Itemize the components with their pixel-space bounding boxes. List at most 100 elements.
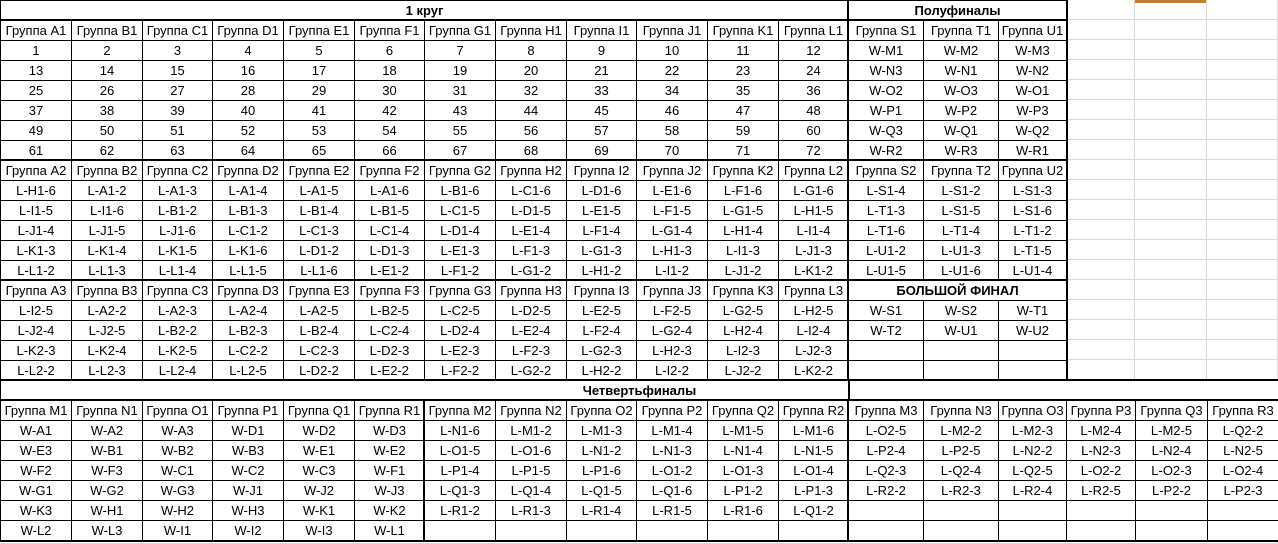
bracket-cell[interactable]: L-J1-4 bbox=[1, 221, 72, 241]
bracket-cell[interactable]: L-D2-2 bbox=[284, 361, 355, 381]
bracket-cell[interactable]: L-R2-5 bbox=[1067, 481, 1136, 501]
empty-cell[interactable] bbox=[1135, 320, 1207, 340]
empty-cell[interactable] bbox=[1135, 60, 1207, 80]
group-header-cell[interactable]: Группа U2 bbox=[999, 161, 1067, 181]
group-header-cell[interactable]: Группа A3 bbox=[1, 281, 72, 301]
bracket-cell[interactable]: W-J1 bbox=[213, 481, 284, 501]
bracket-cell[interactable] bbox=[1136, 521, 1208, 541]
bracket-cell[interactable]: L-M1-4 bbox=[637, 421, 708, 441]
group-header-cell[interactable]: Группа E2 bbox=[284, 161, 355, 181]
empty-cell[interactable] bbox=[1207, 40, 1278, 60]
bracket-cell[interactable]: L-A2-2 bbox=[72, 301, 143, 321]
bracket-cell[interactable]: W-K2 bbox=[355, 501, 425, 521]
bracket-cell[interactable]: W-H1 bbox=[72, 501, 143, 521]
empty-cell[interactable] bbox=[1066, 340, 1135, 360]
empty-cell[interactable] bbox=[1135, 80, 1207, 100]
bracket-cell[interactable]: 31 bbox=[425, 81, 496, 101]
bracket-cell[interactable]: L-Q2-2 bbox=[1208, 421, 1278, 441]
bracket-cell[interactable]: L-N1-3 bbox=[637, 441, 708, 461]
group-header-cell[interactable]: Группа Q2 bbox=[708, 401, 779, 421]
empty-cell[interactable] bbox=[1066, 140, 1135, 160]
group-header-cell[interactable]: Группа G1 bbox=[425, 21, 496, 41]
empty-cell[interactable] bbox=[1066, 240, 1135, 260]
group-header-cell[interactable]: Группа L2 bbox=[779, 161, 849, 181]
group-header-cell[interactable]: Группа P1 bbox=[213, 401, 284, 421]
bracket-cell[interactable]: L-L1-6 bbox=[284, 261, 355, 281]
bracket-cell[interactable]: W-J3 bbox=[355, 481, 425, 501]
bracket-cell[interactable]: L-O2-5 bbox=[849, 421, 924, 441]
bracket-cell[interactable] bbox=[496, 521, 567, 541]
empty-cell[interactable] bbox=[1066, 360, 1135, 380]
bracket-cell[interactable]: L-O2-4 bbox=[1208, 461, 1278, 481]
bracket-cell[interactable] bbox=[849, 361, 924, 381]
bracket-cell[interactable]: W-L1 bbox=[355, 521, 425, 541]
bracket-cell[interactable]: L-H1-3 bbox=[637, 241, 708, 261]
bracket-cell[interactable]: L-E2-2 bbox=[355, 361, 425, 381]
group-header-cell[interactable]: Группа C1 bbox=[143, 21, 213, 41]
bracket-cell[interactable] bbox=[999, 361, 1067, 381]
bracket-cell[interactable]: L-K1-5 bbox=[143, 241, 213, 261]
bracket-cell[interactable]: L-C2-5 bbox=[425, 301, 496, 321]
bracket-cell[interactable]: W-O3 bbox=[924, 81, 999, 101]
group-header-cell[interactable]: Группа R1 bbox=[355, 401, 425, 421]
empty-cell[interactable] bbox=[1207, 80, 1278, 100]
bracket-cell[interactable]: L-J1-2 bbox=[708, 261, 779, 281]
bracket-cell[interactable]: W-N1 bbox=[924, 61, 999, 81]
bracket-cell[interactable]: 65 bbox=[284, 141, 355, 161]
bracket-cell[interactable]: 54 bbox=[355, 121, 425, 141]
bracket-cell[interactable]: L-A1-6 bbox=[355, 181, 425, 201]
bracket-cell[interactable]: L-J2-2 bbox=[708, 361, 779, 381]
bracket-cell[interactable]: 70 bbox=[637, 141, 708, 161]
group-header-cell[interactable]: Группа R2 bbox=[779, 401, 849, 421]
bracket-cell[interactable]: L-B2-3 bbox=[213, 321, 284, 341]
bracket-cell[interactable]: L-G1-2 bbox=[496, 261, 567, 281]
bracket-cell[interactable] bbox=[779, 521, 849, 541]
bracket-cell[interactable]: L-O2-3 bbox=[1136, 461, 1208, 481]
bracket-cell[interactable] bbox=[1208, 501, 1278, 521]
group-header-cell[interactable]: Группа U1 bbox=[999, 21, 1067, 41]
group-header-cell[interactable]: Группа D1 bbox=[213, 21, 284, 41]
empty-cell[interactable] bbox=[1207, 340, 1278, 360]
bracket-cell[interactable]: L-M2-3 bbox=[999, 421, 1067, 441]
bracket-cell[interactable]: L-G2-4 bbox=[637, 321, 708, 341]
bracket-cell[interactable]: 37 bbox=[1, 101, 72, 121]
bracket-cell[interactable]: L-J1-5 bbox=[72, 221, 143, 241]
quarterfinals-title-text[interactable]: Четвертьфиналы bbox=[1, 381, 1278, 401]
empty-cell[interactable] bbox=[1135, 180, 1207, 200]
bracket-cell[interactable]: L-Q2-4 bbox=[924, 461, 999, 481]
bracket-cell[interactable]: W-O2 bbox=[849, 81, 924, 101]
bracket-cell[interactable]: L-R1-4 bbox=[567, 501, 637, 521]
bracket-cell[interactable]: L-I1-6 bbox=[72, 201, 143, 221]
bracket-cell[interactable]: L-F1-6 bbox=[708, 181, 779, 201]
bracket-cell[interactable]: 53 bbox=[284, 121, 355, 141]
group-header-cell[interactable]: Группа F2 bbox=[355, 161, 425, 181]
bracket-cell[interactable]: L-N2-3 bbox=[1067, 441, 1136, 461]
bracket-cell[interactable]: L-P1-2 bbox=[708, 481, 779, 501]
empty-cell[interactable] bbox=[1135, 300, 1207, 320]
bracket-cell[interactable]: L-G1-3 bbox=[567, 241, 637, 261]
bracket-cell[interactable]: W-C3 bbox=[284, 461, 355, 481]
bracket-cell[interactable]: 35 bbox=[708, 81, 779, 101]
bracket-cell[interactable]: W-A2 bbox=[72, 421, 143, 441]
bracket-cell[interactable]: 29 bbox=[284, 81, 355, 101]
bracket-cell[interactable]: 64 bbox=[213, 141, 284, 161]
bracket-cell[interactable]: L-A2-5 bbox=[284, 301, 355, 321]
bracket-cell[interactable] bbox=[708, 521, 779, 541]
bracket-cell[interactable]: L-P2-3 bbox=[1208, 481, 1278, 501]
bracket-cell[interactable]: L-B1-2 bbox=[143, 201, 213, 221]
bracket-cell[interactable]: L-D1-6 bbox=[567, 181, 637, 201]
bracket-cell[interactable]: W-L2 bbox=[1, 521, 72, 541]
group-header-cell[interactable]: Группа A2 bbox=[1, 161, 72, 181]
group-header-cell[interactable]: Группа P3 bbox=[1067, 401, 1136, 421]
bracket-cell[interactable]: 57 bbox=[567, 121, 637, 141]
bracket-cell[interactable]: L-O1-3 bbox=[708, 461, 779, 481]
bracket-cell[interactable]: 11 bbox=[708, 41, 779, 61]
empty-cell[interactable] bbox=[1207, 160, 1278, 180]
bracket-cell[interactable]: L-R1-2 bbox=[425, 501, 496, 521]
group-header-cell[interactable]: Группа H1 bbox=[496, 21, 567, 41]
bracket-cell[interactable]: L-P2-2 bbox=[1136, 481, 1208, 501]
bracket-cell[interactable]: L-O1-4 bbox=[779, 461, 849, 481]
empty-cell[interactable] bbox=[1135, 0, 1207, 20]
group-header-cell[interactable]: Группа J1 bbox=[637, 21, 708, 41]
group-header-cell[interactable]: Группа L1 bbox=[779, 21, 849, 41]
